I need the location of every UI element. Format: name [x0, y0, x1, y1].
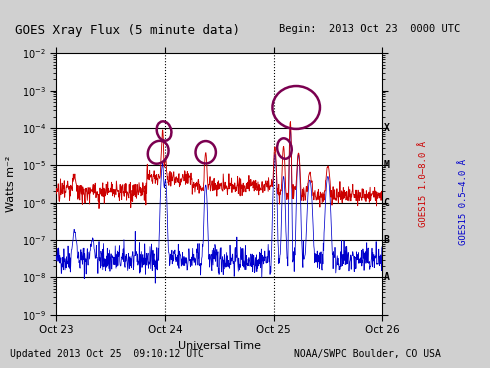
- Text: Begin:  2013 Oct 23  0000 UTC: Begin: 2013 Oct 23 0000 UTC: [279, 24, 461, 34]
- Text: GOES15 1.0–8.0 Å: GOES15 1.0–8.0 Å: [419, 141, 428, 227]
- X-axis label: Universal Time: Universal Time: [178, 341, 261, 351]
- Text: GOES15 0.5–4.0 Å: GOES15 0.5–4.0 Å: [459, 159, 467, 245]
- Text: NOAA/SWPC Boulder, CO USA: NOAA/SWPC Boulder, CO USA: [294, 349, 441, 359]
- Y-axis label: Watts m⁻²: Watts m⁻²: [6, 156, 16, 212]
- Text: Updated 2013 Oct 25  09:10:12 UTC: Updated 2013 Oct 25 09:10:12 UTC: [10, 349, 204, 359]
- Text: B: B: [384, 235, 390, 245]
- Text: A: A: [384, 272, 390, 282]
- Text: X: X: [384, 123, 390, 133]
- Text: GOES Xray Flux (5 minute data): GOES Xray Flux (5 minute data): [15, 24, 240, 37]
- Text: M: M: [384, 160, 390, 170]
- Text: C: C: [384, 198, 390, 208]
